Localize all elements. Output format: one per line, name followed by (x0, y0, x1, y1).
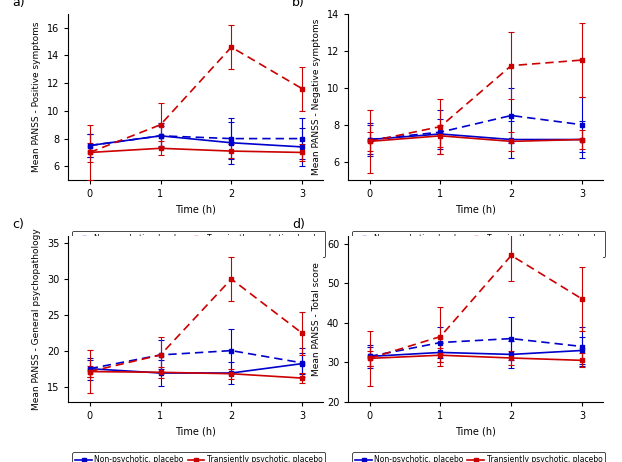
Y-axis label: Mean PANSS - Total score: Mean PANSS - Total score (312, 262, 322, 376)
Y-axis label: Mean PANSS - Positive symptoms: Mean PANSS - Positive symptoms (32, 22, 42, 172)
Legend: Non-psychotic, placebo, Non-psychotic, THC, Transiently psychotic, placebo, Tran: Non-psychotic, placebo, Non-psychotic, T… (72, 231, 325, 257)
Text: d): d) (292, 218, 305, 231)
X-axis label: Time (h): Time (h) (175, 205, 216, 215)
Y-axis label: Mean PANSS - General psychopathology: Mean PANSS - General psychopathology (32, 228, 41, 410)
X-axis label: Time (h): Time (h) (455, 205, 496, 215)
X-axis label: Time (h): Time (h) (455, 426, 496, 437)
Text: a): a) (12, 0, 25, 9)
Text: b): b) (292, 0, 305, 9)
Legend: Non-psychotic, placebo, Non-psychotic, THC, Transiently psychotic, placebo, Tran: Non-psychotic, placebo, Non-psychotic, T… (72, 452, 325, 462)
Text: c): c) (12, 218, 24, 231)
Legend: Non-psychotic, placebo, Non-psychotic, THC, Transiently psychotic, placebo, Tran: Non-psychotic, placebo, Non-psychotic, T… (352, 452, 605, 462)
Y-axis label: Mean PANSS - Negative symptoms: Mean PANSS - Negative symptoms (312, 19, 322, 175)
Legend: Non-psychotic, placebo, Non-psychotic, THC, Transiently psychotic, placebo, Tran: Non-psychotic, placebo, Non-psychotic, T… (352, 231, 605, 257)
X-axis label: Time (h): Time (h) (175, 426, 216, 437)
